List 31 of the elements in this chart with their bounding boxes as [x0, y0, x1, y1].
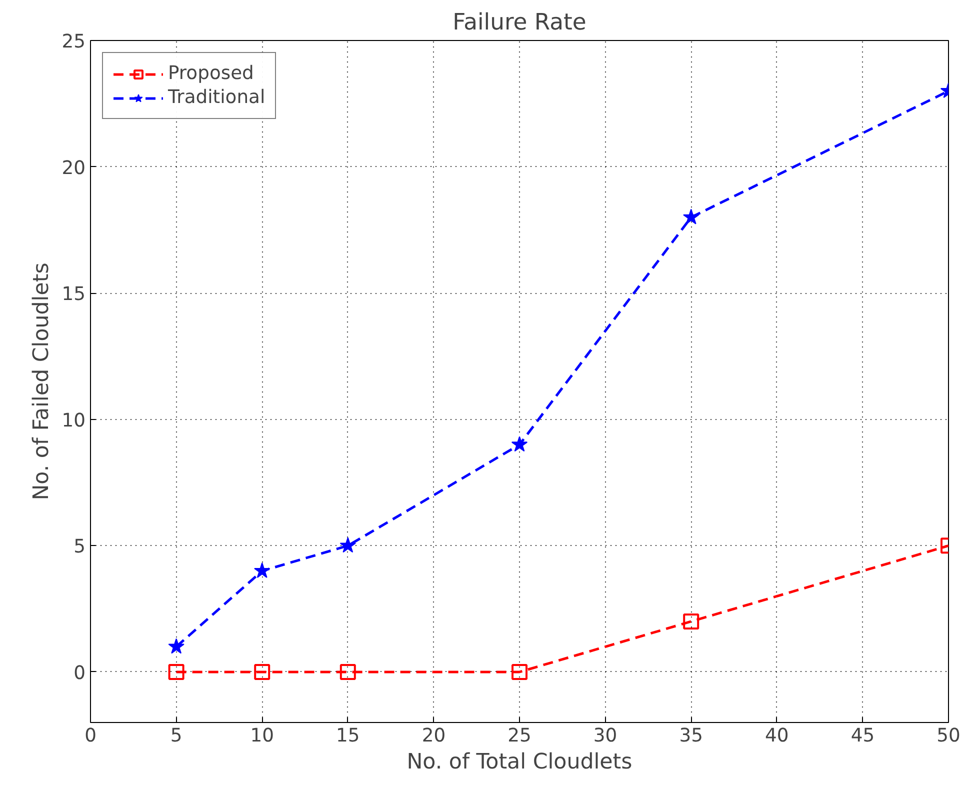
- y-tick-label: 10: [62, 410, 86, 432]
- x-tick-label: 5: [170, 726, 182, 746]
- x-tick-label: 35: [679, 726, 703, 746]
- x-axis-title: No. of Total Cloudlets: [406, 750, 632, 774]
- y-tick-label: 5: [74, 536, 86, 558]
- point: [340, 664, 356, 680]
- point: [254, 664, 270, 680]
- point: [682, 208, 700, 224]
- legend-label: Traditional: [168, 87, 266, 108]
- point: [683, 613, 700, 630]
- x-tick-label: 30: [593, 726, 618, 746]
- y-tick-label: 20: [62, 158, 86, 179]
- x-tick-label: 10: [250, 726, 274, 746]
- y-tick-label: 0: [74, 662, 86, 684]
- x-tick-label: 25: [508, 726, 532, 746]
- point: [512, 664, 528, 680]
- x-tick-label: 15: [336, 726, 360, 746]
- x-tick-label: 45: [850, 726, 875, 746]
- legend-label: Proposed: [168, 63, 254, 84]
- x-tick-label: 50: [936, 726, 960, 746]
- point: [511, 436, 528, 452]
- point: [340, 537, 356, 553]
- y-tick-label: 15: [62, 284, 86, 306]
- chart-title: Failure Rate: [452, 10, 586, 36]
- point: [168, 664, 184, 680]
- x-tick-label: 20: [422, 726, 446, 746]
- y-axis-title: No. of Failed Cloudlets: [28, 262, 54, 500]
- y-tick-label: 25: [62, 32, 86, 52]
- x-tick-label: 40: [765, 726, 789, 746]
- point: [254, 562, 270, 578]
- point: [168, 638, 184, 654]
